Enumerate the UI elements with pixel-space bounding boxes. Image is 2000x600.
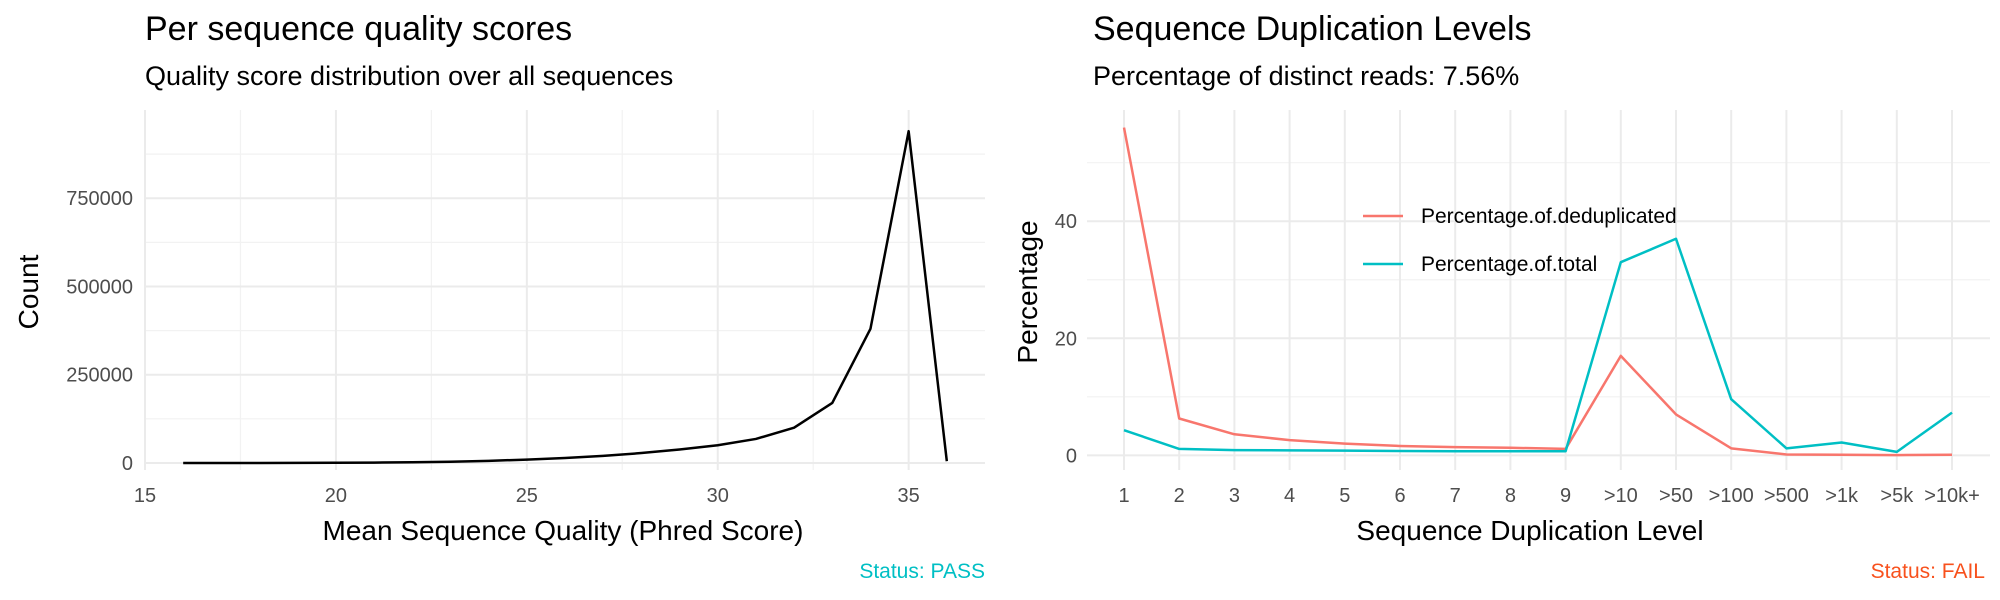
p1-x-tick-label: 35	[898, 485, 920, 507]
p1-y-tick-label: 750000	[66, 188, 133, 210]
p1-y-tick-label: 250000	[66, 365, 133, 387]
quality-scores-panel: Per sequence quality scores Quality scor…	[13, 10, 985, 583]
p1-grid	[144, 110, 985, 470]
p2-legend: Percentage.of.deduplicated Percentage.of…	[1363, 205, 1677, 276]
p2-x-tick-label: 5	[1339, 485, 1350, 507]
p2-x-tick-label: 1	[1118, 485, 1129, 507]
p2-y-tick-label: 0	[1066, 445, 1077, 467]
p1-y-tick-label: 500000	[66, 276, 133, 298]
p2-x-tick-label: 2	[1174, 485, 1185, 507]
p2-x-axis-title: Sequence Duplication Level	[1356, 515, 1703, 546]
p2-x-tick-label: >10k+	[1924, 485, 1980, 507]
p2-x-tick-label: 3	[1229, 485, 1240, 507]
p1-x-tick-label: 25	[516, 485, 538, 507]
p1-y-tick-label: 0	[122, 453, 133, 475]
p2-series	[1122, 127, 1953, 457]
p2-status-caption: Status: FAIL	[1871, 560, 1985, 583]
p1-x-tick-label: 20	[325, 485, 347, 507]
p1-series	[183, 129, 949, 465]
p2-x-tick-label: 8	[1505, 485, 1516, 507]
p1-title: Per sequence quality scores	[145, 10, 572, 48]
p1-x-axis-title: Mean Sequence Quality (Phred Score)	[323, 515, 804, 546]
p1-x-tick-label: 30	[707, 485, 729, 507]
p1-x-tick-label: 15	[134, 485, 156, 507]
p2-x-tick-label: 9	[1560, 485, 1571, 507]
p2-x-tick-label: >1k	[1825, 485, 1859, 507]
p2-y-ticks: 0 20 40	[1055, 211, 1077, 467]
legend-label-deduplicated: Percentage.of.deduplicated	[1421, 205, 1677, 228]
p1-series-line	[183, 129, 949, 465]
p1-y-axis-title: Count	[13, 254, 44, 329]
p2-x-tick-label: >50	[1659, 485, 1693, 507]
p2-x-tick-label: >5k	[1880, 485, 1914, 507]
p1-status-caption: Status: PASS	[859, 560, 985, 583]
legend-label-total: Percentage.of.total	[1421, 253, 1597, 276]
p2-x-tick-label: 7	[1450, 485, 1461, 507]
p2-x-tick-label: >100	[1709, 485, 1754, 507]
p2-subtitle: Percentage of distinct reads: 7.56%	[1093, 61, 1519, 91]
p2-x-tick-label: >10	[1604, 485, 1638, 507]
p1-subtitle: Quality score distribution over all sequ…	[145, 61, 673, 91]
p2-series-line-1	[1123, 237, 1953, 454]
p2-x-tick-label: 6	[1394, 485, 1405, 507]
p2-y-tick-label: 20	[1055, 328, 1077, 350]
p2-series-line-0	[1122, 127, 1953, 457]
p2-y-tick-label: 40	[1055, 211, 1077, 233]
p2-grid	[1087, 110, 1990, 470]
p2-x-tick-label: >500	[1764, 485, 1809, 507]
duplication-levels-panel: Sequence Duplication Levels Percentage o…	[1012, 10, 1990, 583]
p1-y-ticks: 0 250000 500000 750000	[66, 188, 133, 475]
p2-x-ticks: 1 2 3 4 5 6 7 8 9 >10 >50 >100 >500 >1k >5k >10k+	[1118, 485, 1979, 507]
p2-y-axis-title: Percentage	[1012, 220, 1043, 363]
p2-x-tick-label: 4	[1284, 485, 1295, 507]
p2-title: Sequence Duplication Levels	[1093, 10, 1532, 48]
p1-x-ticks: 15 20 25 30 35	[134, 485, 920, 507]
